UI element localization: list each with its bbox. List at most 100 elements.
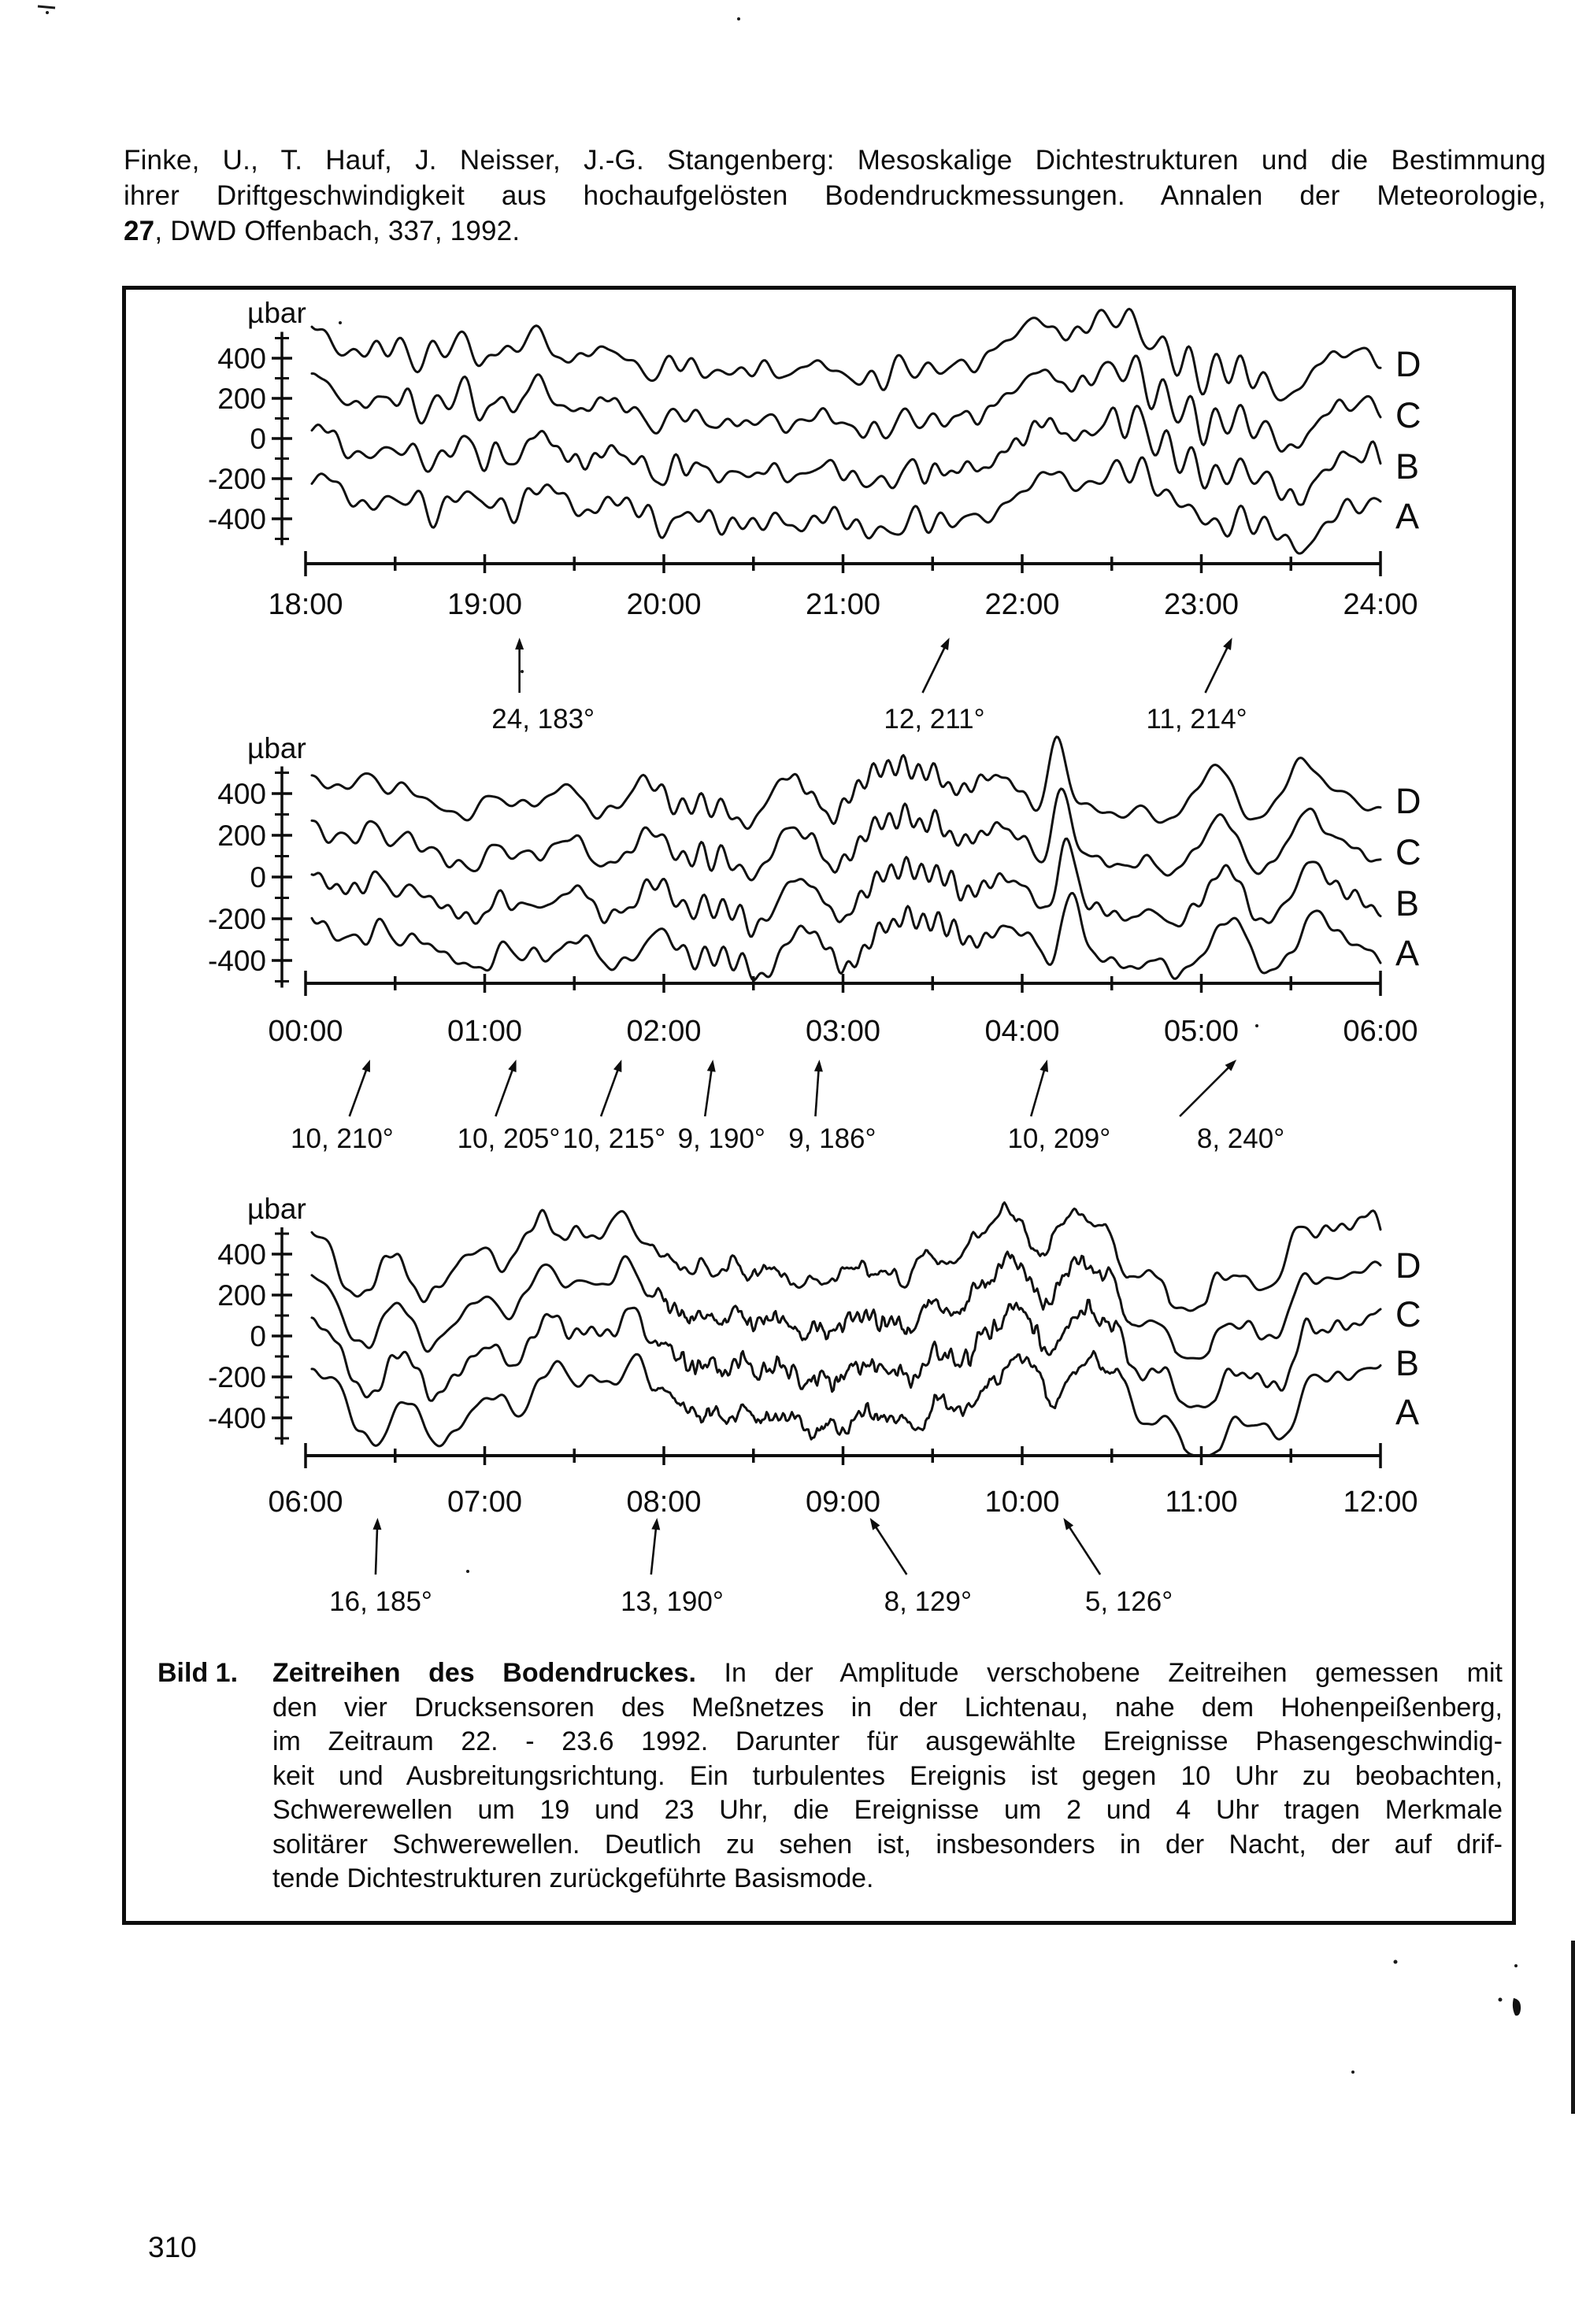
y-axis-unit-label: µbar [247, 732, 306, 764]
x-tick-label: 12:00 [1343, 1486, 1418, 1519]
scan-speck [521, 670, 524, 673]
annotation-arrow [871, 1520, 908, 1575]
y-tick-label: -400 [208, 945, 266, 977]
x-tick-label: 01:00 [447, 1015, 522, 1048]
annotation-label: 8, 240° [1197, 1123, 1284, 1154]
annotation-arrow [1029, 1063, 1047, 1117]
trace-label-C: C [1395, 395, 1421, 435]
x-tick-label: 06:00 [268, 1486, 343, 1519]
annotation-arrow [1064, 1520, 1102, 1575]
citation-volume: 27 [124, 216, 155, 246]
annotation-arrow [921, 640, 949, 694]
scan-speck [1514, 1964, 1518, 1967]
trace-label-C: C [1395, 1294, 1421, 1334]
x-tick-label: 21:00 [806, 588, 880, 621]
x-tick-label: 06:00 [1343, 1015, 1418, 1048]
x-tick-label: 23:00 [1164, 588, 1239, 621]
annotation-label: 9, 190° [678, 1123, 765, 1154]
annotation-arrowhead [1040, 1060, 1049, 1072]
pressure-trace-C [310, 354, 1382, 453]
trace-label-D: D [1395, 344, 1421, 384]
annotation-arrowhead [940, 638, 950, 650]
pressure-trace-D [310, 307, 1382, 402]
x-tick-label: 22:00 [984, 588, 1059, 621]
annotation-label: 9, 186° [788, 1123, 876, 1154]
pressure-trace-A [310, 1349, 1382, 1457]
scan-blotch [1512, 1998, 1521, 2016]
y-tick-label: 0 [250, 423, 266, 455]
annotation-label: 8, 129° [884, 1586, 972, 1617]
annotation-arrowhead [613, 1060, 622, 1072]
x-tick-label: 18:00 [268, 588, 343, 621]
scan-speck [1498, 1997, 1503, 2002]
caption-line: tende Dichtestrukturen zurückgeführte Ba… [272, 1863, 874, 1893]
scan-edge-strip [1571, 1941, 1575, 2114]
annotation-label: 5, 126° [1085, 1586, 1173, 1617]
annotation-arrowhead [651, 1518, 661, 1530]
annotation-arrowhead [813, 1060, 823, 1072]
y-tick-label: 200 [217, 383, 266, 415]
trace-label-D: D [1395, 781, 1421, 821]
annotation-arrowhead [372, 1518, 382, 1530]
annotation-arrow [1179, 1061, 1235, 1117]
page-number: 310 [148, 2231, 197, 2263]
pressure-trace-B [310, 405, 1382, 506]
caption-line: Zeitreihen des Bodendruckes. In der Ampl… [272, 1656, 1503, 1691]
y-tick-label: -200 [208, 1361, 266, 1393]
pressure-panel-3: µbar 400 200 0 -200 -400 06:00 07:00 08:00 09:00 1… [208, 1193, 1421, 1617]
pressure-trace-A [310, 892, 1382, 982]
y-tick-label: -400 [208, 503, 266, 535]
caption-title: Zeitreihen des Bodendruckes. [272, 1658, 696, 1688]
x-tick-label: 00:00 [268, 1015, 343, 1048]
citation-line-2: ihrer Driftgeschwindigkeit aus hochaufge… [124, 180, 1546, 211]
trace-label-C: C [1395, 832, 1421, 872]
annotation-arrow [650, 1521, 658, 1575]
x-tick-label: 05:00 [1164, 1015, 1239, 1048]
citation: Finke, U., T. Hauf, J. Neisser, J.-G. St… [124, 142, 1546, 249]
y-tick-label: 400 [217, 778, 266, 810]
annotation-arrow [814, 1063, 821, 1117]
y-tick-label: 0 [250, 861, 266, 894]
caption-label: Bild 1. [158, 1658, 239, 1688]
y-tick-label: 400 [217, 342, 266, 375]
caption-line: keit und Ausbreitungsrichtung. Ein turbu… [272, 1760, 1503, 1791]
pressure-trace-B [310, 1298, 1382, 1408]
caption-line: solitärer Schwerewellen. Deutlich zu seh… [272, 1829, 1503, 1860]
annotation-label: 11, 214° [1146, 704, 1247, 735]
annotation-label: 10, 215° [562, 1123, 665, 1154]
pressure-trace-A [310, 456, 1382, 555]
caption-line-rest: In der Amplitude verschobene Zeitreihen … [724, 1658, 1503, 1688]
y-axis-unit-label: µbar [247, 1193, 306, 1225]
scan-speck [1351, 2071, 1354, 2074]
annotation-arrowhead [515, 638, 524, 649]
annotation-arrow [495, 1063, 517, 1117]
x-tick-label: 24:00 [1343, 588, 1418, 621]
x-tick-label: 03:00 [806, 1015, 880, 1048]
x-tick-label: 08:00 [626, 1486, 701, 1519]
scan-speck [737, 17, 740, 20]
citation-line-3: 27, DWD Offenbach, 337, 1992. [124, 213, 1546, 249]
citation-line-1: Finke, U., T. Hauf, J. Neisser, J.-G. St… [124, 145, 1546, 176]
x-tick-label: 09:00 [806, 1486, 880, 1519]
pressure-panel-1: µbar 400 200 0 -200 -400 18:00 19:00 20:00 21:00 2… [208, 297, 1421, 735]
x-tick-label: 10:00 [984, 1486, 1059, 1519]
annotation-label: 16, 185° [329, 1586, 432, 1617]
trace-label-A: A [1395, 933, 1419, 973]
y-tick-label: -200 [208, 463, 266, 495]
annotation-arrow [599, 1063, 621, 1117]
figure-box [122, 286, 1516, 1925]
x-tick-label: 04:00 [984, 1015, 1059, 1048]
x-tick-label: 11:00 [1165, 1486, 1237, 1519]
scan-speck [339, 321, 342, 324]
scan-speck [1393, 1959, 1398, 1964]
scan-speck [46, 11, 49, 14]
x-tick-label: 20:00 [626, 588, 701, 621]
trace-label-A: A [1395, 496, 1419, 536]
annotation-label: 10, 210° [291, 1123, 394, 1154]
figure-caption: Bild 1. Zeitreihen des Bodendruckes. In … [158, 1656, 1504, 1897]
y-axis-unit-label: µbar [247, 297, 306, 329]
annotation-arrowhead [706, 1060, 716, 1072]
annotation-arrow [374, 1521, 379, 1575]
annotation-arrow [348, 1063, 370, 1117]
